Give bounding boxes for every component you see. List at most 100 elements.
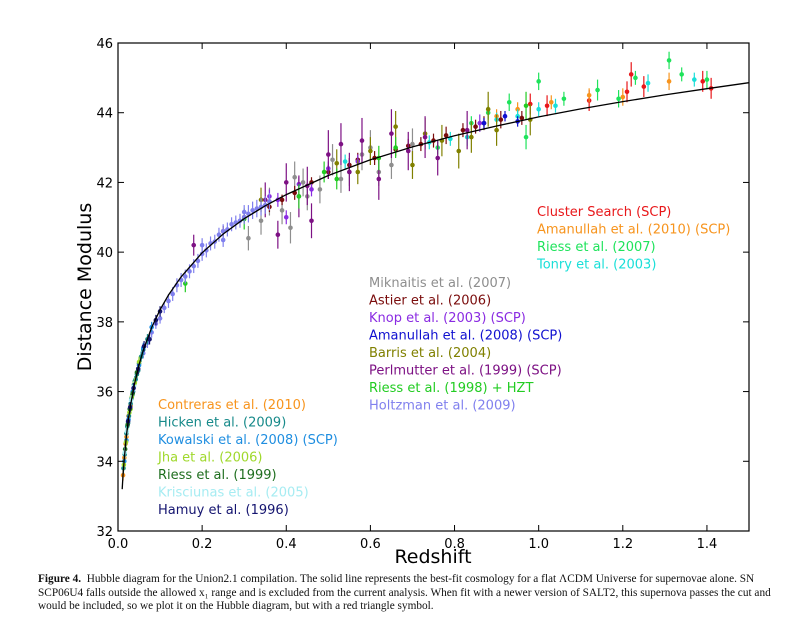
- data-point: [443, 133, 449, 138]
- data-point: [241, 209, 247, 215]
- data-point: [170, 291, 175, 297]
- data-point: [161, 305, 167, 311]
- data-point: [292, 174, 297, 180]
- legend-entry-contreras-et-al-2010: Contreras et al. (2010): [158, 398, 306, 413]
- legend-entry-cluster-search-scp: Cluster Search (SCP): [537, 205, 671, 220]
- data-point: [220, 237, 226, 243]
- data-point: [692, 77, 697, 82]
- data-point: [309, 187, 314, 192]
- data-point: [700, 79, 706, 84]
- data-point: [376, 176, 382, 182]
- x-axis-label: Redshift: [394, 546, 471, 568]
- data-point: [250, 208, 255, 213]
- data-point: [191, 242, 197, 248]
- y-tick-label: 46: [96, 37, 113, 52]
- legend-entry-hamuy-et-al-1996: Hamuy et al. (1996): [158, 503, 289, 518]
- legend-entry-amanullah-et-al-2008-scp: Amanullah et al. (2008) (SCP): [369, 329, 562, 344]
- x-tick-label: 0.2: [192, 537, 213, 552]
- data-point: [309, 218, 314, 224]
- legend-entry-riess-et-al-1998-hzt: Riess et al. (1998) + HZT: [369, 381, 533, 396]
- y-tick-label: 32: [96, 525, 113, 540]
- plot-frame: [117, 42, 750, 532]
- data-point: [536, 79, 541, 84]
- data-point: [389, 162, 394, 168]
- data-point: [435, 155, 441, 161]
- x-tick-label: 0.8: [444, 537, 465, 552]
- data-point: [460, 127, 466, 133]
- data-point: [347, 169, 352, 175]
- data-point: [300, 180, 306, 185]
- data-point: [275, 232, 281, 238]
- series-cluster-search-scp: [527, 62, 714, 117]
- data-point: [494, 127, 499, 133]
- y-axis-label: Distance Modulus: [74, 203, 96, 371]
- data-point: [405, 148, 411, 154]
- data-point: [393, 124, 398, 129]
- data-point: [624, 89, 630, 95]
- series-riess-et-al-2007: [435, 51, 710, 155]
- data-point: [519, 115, 525, 121]
- data-point: [330, 157, 335, 163]
- data-point: [515, 106, 520, 112]
- data-point: [199, 242, 205, 248]
- x-tick-label: 1.0: [528, 537, 549, 552]
- data-point: [342, 159, 348, 164]
- data-point: [246, 235, 251, 241]
- caption-label: Figure 4.: [38, 573, 82, 585]
- legend-entry-kowalski-et-al-2008-scp: Kowalski et al. (2008) (SCP): [158, 433, 338, 448]
- data-point: [296, 194, 302, 199]
- data-point: [326, 152, 331, 157]
- data-point: [704, 77, 710, 82]
- legend-entry-perlmutter-et-al-1999-scp: Perlmutter et al. (1999) (SCP): [369, 364, 562, 379]
- best-fit-line: [121, 82, 750, 490]
- data-point: [628, 72, 634, 77]
- data-point: [666, 58, 672, 63]
- legend-entry-miknaitis-et-al-2007: Miknaitis et al. (2007): [369, 276, 511, 291]
- data-point: [338, 176, 344, 182]
- data-point: [679, 72, 684, 77]
- series-perlmutter-et-al-1999-scp: [191, 109, 470, 256]
- data-point: [191, 263, 197, 269]
- legend-entry-holtzman-et-al-2009: Holtzman et al. (2009): [369, 399, 516, 414]
- x-tick-label: 0.0: [108, 537, 129, 552]
- legend-entry-barris-et-al-2004: Barris et al. (2004): [369, 346, 491, 361]
- tick-layer: 0.0 0.2 0.4 0.6 0.8 1.0 1.2 1.4 32 34 36 38 40 42 44 46: [96, 37, 749, 552]
- data-point: [187, 269, 192, 274]
- data-point: [393, 145, 398, 150]
- data-point: [548, 99, 554, 105]
- series-barris-et-al-2004: [258, 91, 533, 213]
- data-point: [258, 218, 264, 224]
- data-point: [216, 232, 222, 238]
- data-point: [620, 94, 626, 100]
- y-tick-label: 36: [96, 386, 113, 401]
- data-point: [338, 141, 344, 147]
- data-point: [544, 103, 550, 109]
- data-point: [485, 106, 491, 112]
- data-point: [616, 96, 621, 102]
- data-point: [464, 127, 470, 133]
- data-point: [469, 134, 474, 140]
- data-point: [229, 221, 234, 227]
- data-point: [183, 274, 188, 279]
- data-point: [355, 169, 361, 175]
- data-point: [502, 113, 508, 119]
- data-point: [279, 208, 285, 213]
- data-point: [283, 214, 289, 220]
- legend-entry-jha-et-al-2006: Jha et al. (2006): [157, 451, 262, 466]
- data-point: [288, 225, 293, 231]
- data-point: [456, 148, 462, 154]
- y-tick-label: 38: [96, 316, 113, 331]
- y-tick-label: 34: [96, 455, 113, 470]
- data-point: [523, 134, 529, 140]
- data-point: [553, 103, 558, 109]
- data-point: [334, 176, 340, 182]
- data-point: [410, 162, 415, 168]
- y-tick-label: 44: [96, 107, 113, 122]
- data-point: [317, 187, 323, 192]
- data-point: [220, 228, 226, 234]
- data-point: [389, 131, 394, 136]
- legend-entry-astier-et-al-2006: Astier et al. (2006): [369, 294, 491, 309]
- data-point: [473, 124, 478, 129]
- data-point: [523, 103, 529, 109]
- data-point: [536, 106, 541, 112]
